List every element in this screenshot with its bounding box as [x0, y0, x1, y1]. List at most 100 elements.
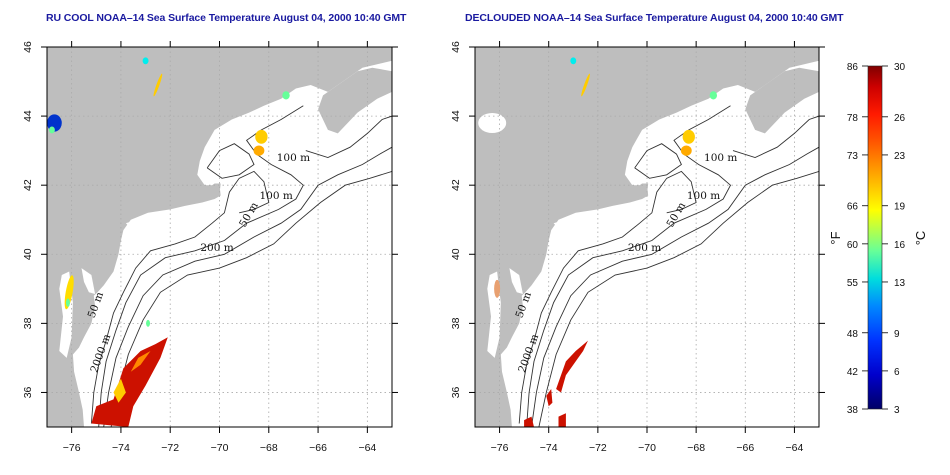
- celsius-tick-label: 13: [894, 278, 906, 289]
- contour-2000m: [538, 170, 819, 427]
- fahrenheit-tick-label: 60: [847, 240, 859, 251]
- warm-water-gulf-stream: [546, 389, 553, 407]
- land-cape-cod: [632, 183, 649, 194]
- y-tick-label: 44: [22, 110, 34, 122]
- x-tick-label: −66: [736, 442, 754, 454]
- y-tick-label: 46: [450, 41, 462, 53]
- x-tick-label: −72: [161, 442, 179, 454]
- contour-label: 100 m: [260, 190, 293, 202]
- water-bay: [553, 211, 601, 229]
- contour-100m: [98, 105, 304, 427]
- sst-patch-yellow: [113, 378, 126, 403]
- sst-patch: [253, 145, 265, 156]
- x-tick-label: −74: [112, 442, 130, 454]
- sst-patch: [282, 91, 290, 100]
- contour-label: 100 m: [687, 190, 720, 202]
- contour-200m: [531, 146, 819, 427]
- x-tick-label: −70: [638, 442, 656, 454]
- colorbar-gradient: [867, 65, 883, 410]
- celsius-tick-label: 26: [894, 113, 906, 124]
- right-panel-title: DECLOUDED NOAA–14 Sea Surface Temperatur…: [465, 12, 844, 24]
- x-tick-label: −68: [260, 442, 278, 454]
- water-bay: [509, 268, 523, 294]
- fahrenheit-tick-label: 78: [847, 113, 859, 124]
- contour-gom-basin: [634, 143, 682, 179]
- y-tick-label: 46: [22, 41, 34, 53]
- warm-water-gulf-stream: [524, 416, 534, 427]
- contour-2000m: [110, 170, 392, 427]
- celsius-tick-label: 3: [894, 405, 900, 416]
- sst-patch: [65, 298, 70, 307]
- water-bay: [81, 268, 96, 294]
- fahrenheit-tick-label: 73: [847, 151, 859, 162]
- sst-patch: [153, 73, 163, 97]
- contour-50m: [518, 170, 697, 424]
- sst-patch: [48, 126, 55, 134]
- y-tick-label: 42: [450, 179, 462, 191]
- x-tick-label: −72: [589, 442, 607, 454]
- land-nova-scotia: [318, 67, 392, 134]
- x-tick-label: −64: [786, 442, 804, 454]
- temperature-colorbar: 30 86 26 78 23 73 19 66 16 60 13 55 9 48 6 42 3 38 °F °C: [828, 62, 928, 416]
- sst-patch: [682, 129, 695, 144]
- land-nova-scotia: [745, 67, 819, 134]
- fahrenheit-tick-label: 86: [847, 62, 859, 73]
- warm-water-gulf-stream: [558, 413, 566, 427]
- sst-patch: [581, 73, 590, 97]
- celsius-tick-label: 16: [894, 240, 906, 251]
- celsius-tick-label: 9: [894, 329, 900, 340]
- sst-patch: [142, 57, 149, 65]
- fahrenheit-tick-label: 48: [847, 329, 859, 340]
- fahrenheit-unit-label: °F: [828, 231, 843, 244]
- contour-label: 200 m: [628, 242, 661, 254]
- water-bay: [125, 211, 173, 229]
- x-tick-label: −64: [358, 442, 376, 454]
- celsius-tick-label: 6: [894, 367, 900, 378]
- y-tick-label: 38: [22, 317, 34, 329]
- land-mainland: [47, 47, 392, 427]
- y-tick-label: 38: [450, 317, 462, 329]
- celsius-tick-label: 30: [894, 62, 906, 73]
- sst-patch-orange: [130, 351, 151, 372]
- sst-patch: [709, 91, 718, 100]
- y-tick-label: 42: [22, 179, 34, 191]
- sst-patch: [494, 279, 501, 298]
- warm-water-gulf-stream: [91, 337, 168, 427]
- y-tick-label: 36: [450, 386, 462, 398]
- contour-label: 200 m: [200, 242, 233, 254]
- celsius-tick-label: 19: [894, 202, 906, 213]
- y-tick-label: 36: [22, 386, 34, 398]
- sst-patch: [146, 319, 151, 327]
- sst-patch: [255, 129, 268, 144]
- contour-50m: [90, 170, 270, 424]
- celsius-tick-label: 23: [894, 151, 906, 162]
- y-tick-label: 40: [22, 248, 34, 260]
- land-cape-cod: [204, 183, 221, 194]
- x-tick-label: −76: [491, 442, 509, 454]
- contour-200m: [103, 146, 392, 427]
- fahrenheit-tick-label: 55: [847, 278, 859, 289]
- fahrenheit-tick-label: 66: [847, 202, 859, 213]
- warm-water-gulf-stream: [556, 340, 588, 393]
- y-tick-label: 40: [450, 248, 462, 260]
- celsius-unit-label: °C: [913, 231, 928, 246]
- x-tick-label: −76: [63, 442, 81, 454]
- contour-100m-shelf: [732, 115, 819, 158]
- sst-patch: [570, 57, 577, 65]
- contour-label: 100 m: [277, 152, 310, 164]
- y-tick-label: 44: [450, 110, 462, 122]
- x-tick-label: −66: [309, 442, 327, 454]
- contour-100m-shelf: [305, 115, 392, 158]
- fahrenheit-tick-label: 42: [847, 367, 859, 378]
- x-tick-label: −70: [211, 442, 229, 454]
- fahrenheit-tick-label: 38: [847, 405, 859, 416]
- land-mainland: [475, 47, 819, 427]
- x-tick-label: −74: [540, 442, 558, 454]
- contour-100m: [526, 105, 732, 427]
- contour-label: 100 m: [704, 152, 737, 164]
